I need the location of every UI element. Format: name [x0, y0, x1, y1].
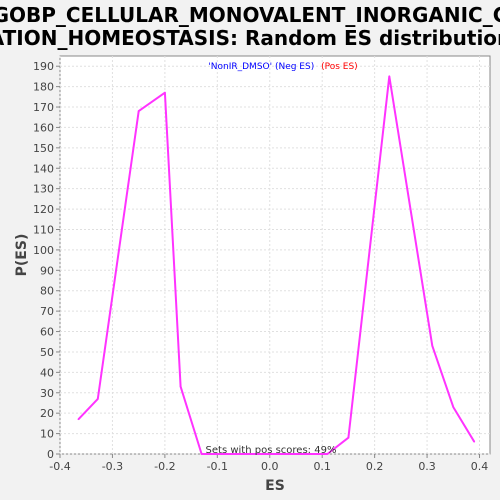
plot-area — [59, 55, 491, 455]
y-tick-label: 130 — [33, 183, 54, 196]
chart-title-line-1: GOBP_CELLULAR_MONOVALENT_INORGANIC_C — [0, 3, 500, 27]
data-point — [77, 418, 80, 421]
y-tick-label: 190 — [33, 60, 54, 73]
chart-title-line-2: ATION_HOMEOSTASIS: Random ES distributio… — [0, 26, 500, 50]
x-tick-label: -0.4 — [49, 460, 70, 473]
x-tick-label: 0.1 — [313, 460, 331, 473]
x-tick-label: 0.4 — [471, 460, 489, 473]
x-tick-label: 0.0 — [261, 460, 279, 473]
y-tick-label: 30 — [40, 387, 54, 400]
y-tick-label: 10 — [40, 428, 54, 441]
data-point — [452, 406, 455, 408]
data-point — [221, 453, 224, 455]
x-tick-label: -0.2 — [154, 460, 175, 473]
y-tick-label: 60 — [40, 326, 54, 339]
y-tick-label: 80 — [40, 285, 54, 298]
series-layer — [77, 75, 476, 455]
data-point — [347, 436, 350, 439]
data-point — [431, 345, 434, 347]
x-tick-label: -0.3 — [102, 460, 123, 473]
y-tick-label: 170 — [33, 101, 54, 114]
legend-entry-neg-es: 'NonIR_DMSO' (Neg ES) — [208, 62, 314, 72]
y-tick-label: 140 — [33, 162, 54, 175]
y-tick-label: 90 — [40, 264, 54, 277]
y-tick-label: 110 — [33, 223, 54, 236]
data-point — [179, 385, 182, 388]
y-axis-label: P(ES) — [14, 234, 30, 277]
x-axis-ticks: -0.4 -0.3 -0.2 -0.1 0.0 0.1 0.2 0.3 0.4 — [49, 454, 488, 473]
y-tick-label: 0 — [47, 448, 54, 461]
data-point — [473, 440, 476, 443]
y-tick-label: 160 — [33, 121, 54, 134]
y-tick-label: 50 — [40, 346, 54, 359]
x-tick-label: 0.2 — [366, 460, 384, 473]
y-tick-label: 180 — [33, 81, 54, 94]
y-tick-label: 100 — [33, 244, 54, 257]
y-axis-ticks: 0 10 20 30 40 50 60 70 80 90 100 110 120 130 140 150 160… — [33, 60, 60, 461]
y-tick-label: 70 — [40, 305, 54, 318]
y-tick-label: 40 — [40, 366, 54, 379]
legend-entry-pos-es: (Pos ES) — [321, 62, 358, 72]
x-tick-label: 0.3 — [418, 460, 436, 473]
legend: 'NonIR_DMSO' (Neg ES) (Pos ES) — [208, 62, 357, 72]
data-point — [388, 75, 391, 78]
data-point — [164, 91, 166, 94]
pos-scores-annotation: Sets with pos scores: 49% — [206, 445, 337, 456]
y-tick-label: 20 — [40, 407, 54, 420]
data-point — [137, 110, 140, 112]
y-tick-label: 150 — [33, 142, 54, 155]
x-tick-label: -0.1 — [207, 460, 228, 473]
data-point — [96, 398, 99, 400]
x-axis-label: ES — [265, 478, 285, 494]
legend-text: 'NonIR_DMSO' (Neg ES) (Pos ES) — [208, 62, 357, 72]
y-tick-label: 120 — [33, 203, 54, 216]
data-point — [200, 453, 203, 455]
data-point — [326, 453, 329, 455]
